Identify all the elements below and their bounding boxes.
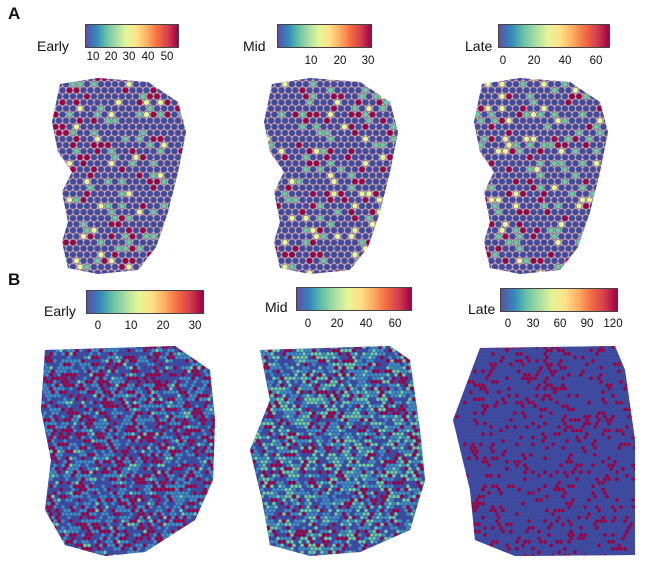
tissue-map-b-mid — [250, 346, 425, 556]
colorbar-gradient — [277, 24, 372, 48]
colorbar-tick-label: 60 — [589, 55, 603, 67]
colorbar-tick-label: 40 — [359, 318, 373, 330]
panel-letter-b: B — [8, 270, 21, 289]
colorbar-tick-label: 10 — [124, 320, 138, 332]
panel-letter-a: A — [8, 4, 21, 23]
colorbar-tick-label: 20 — [333, 55, 347, 67]
colorbar-title: Early — [37, 38, 69, 54]
colorbar-tick-label: 0 — [499, 55, 507, 67]
colorbar-tick-label: 50 — [160, 51, 174, 63]
colorbar-gradient — [498, 24, 610, 48]
colorbar-tick-label: 10 — [86, 51, 100, 63]
colorbar-gradient — [500, 288, 618, 312]
colorbar-title: Late — [465, 38, 493, 54]
colorbar-gradient — [296, 287, 412, 311]
colorbar-tick-label: 20 — [330, 318, 344, 330]
colorbar-tick-label: 90 — [580, 318, 594, 330]
tissue-map-a-late — [474, 78, 608, 274]
colorbar-tick-label: 20 — [527, 55, 541, 67]
colorbar-tick-label: 60 — [388, 318, 402, 330]
colorbar-tick-label: 30 — [526, 318, 540, 330]
colorbar-tick-label: 30 — [361, 55, 375, 67]
colorbar-tick-label: 10 — [304, 55, 318, 67]
colorbar-tick-label: 30 — [188, 320, 202, 332]
colorbar-tick-label: 20 — [156, 320, 170, 332]
colorbar-title: Mid — [243, 38, 266, 54]
tissue-map-a-mid — [264, 78, 398, 274]
tissue-map-b-early — [41, 346, 215, 556]
colorbar-title: Early — [44, 303, 76, 319]
colorbar-tick-label: 30 — [122, 51, 136, 63]
colorbar-tick-label: 0 — [504, 318, 512, 330]
colorbar-gradient — [85, 24, 179, 48]
tissue-map-a-early — [52, 78, 186, 274]
tissue-map-b-late — [453, 346, 635, 556]
colorbar-gradient — [86, 290, 204, 314]
colorbar-tick-label: 60 — [553, 318, 567, 330]
colorbar-tick-label: 0 — [94, 320, 102, 332]
colorbar-tick-label: 40 — [141, 51, 155, 63]
colorbar-title: Mid — [265, 299, 288, 315]
colorbar-tick-label: 20 — [104, 51, 118, 63]
colorbar-tick-label: 0 — [304, 318, 312, 330]
colorbar-title: Late — [468, 301, 496, 317]
colorbar-tick-label: 40 — [558, 55, 572, 67]
colorbar-tick-label: 120 — [603, 318, 623, 330]
